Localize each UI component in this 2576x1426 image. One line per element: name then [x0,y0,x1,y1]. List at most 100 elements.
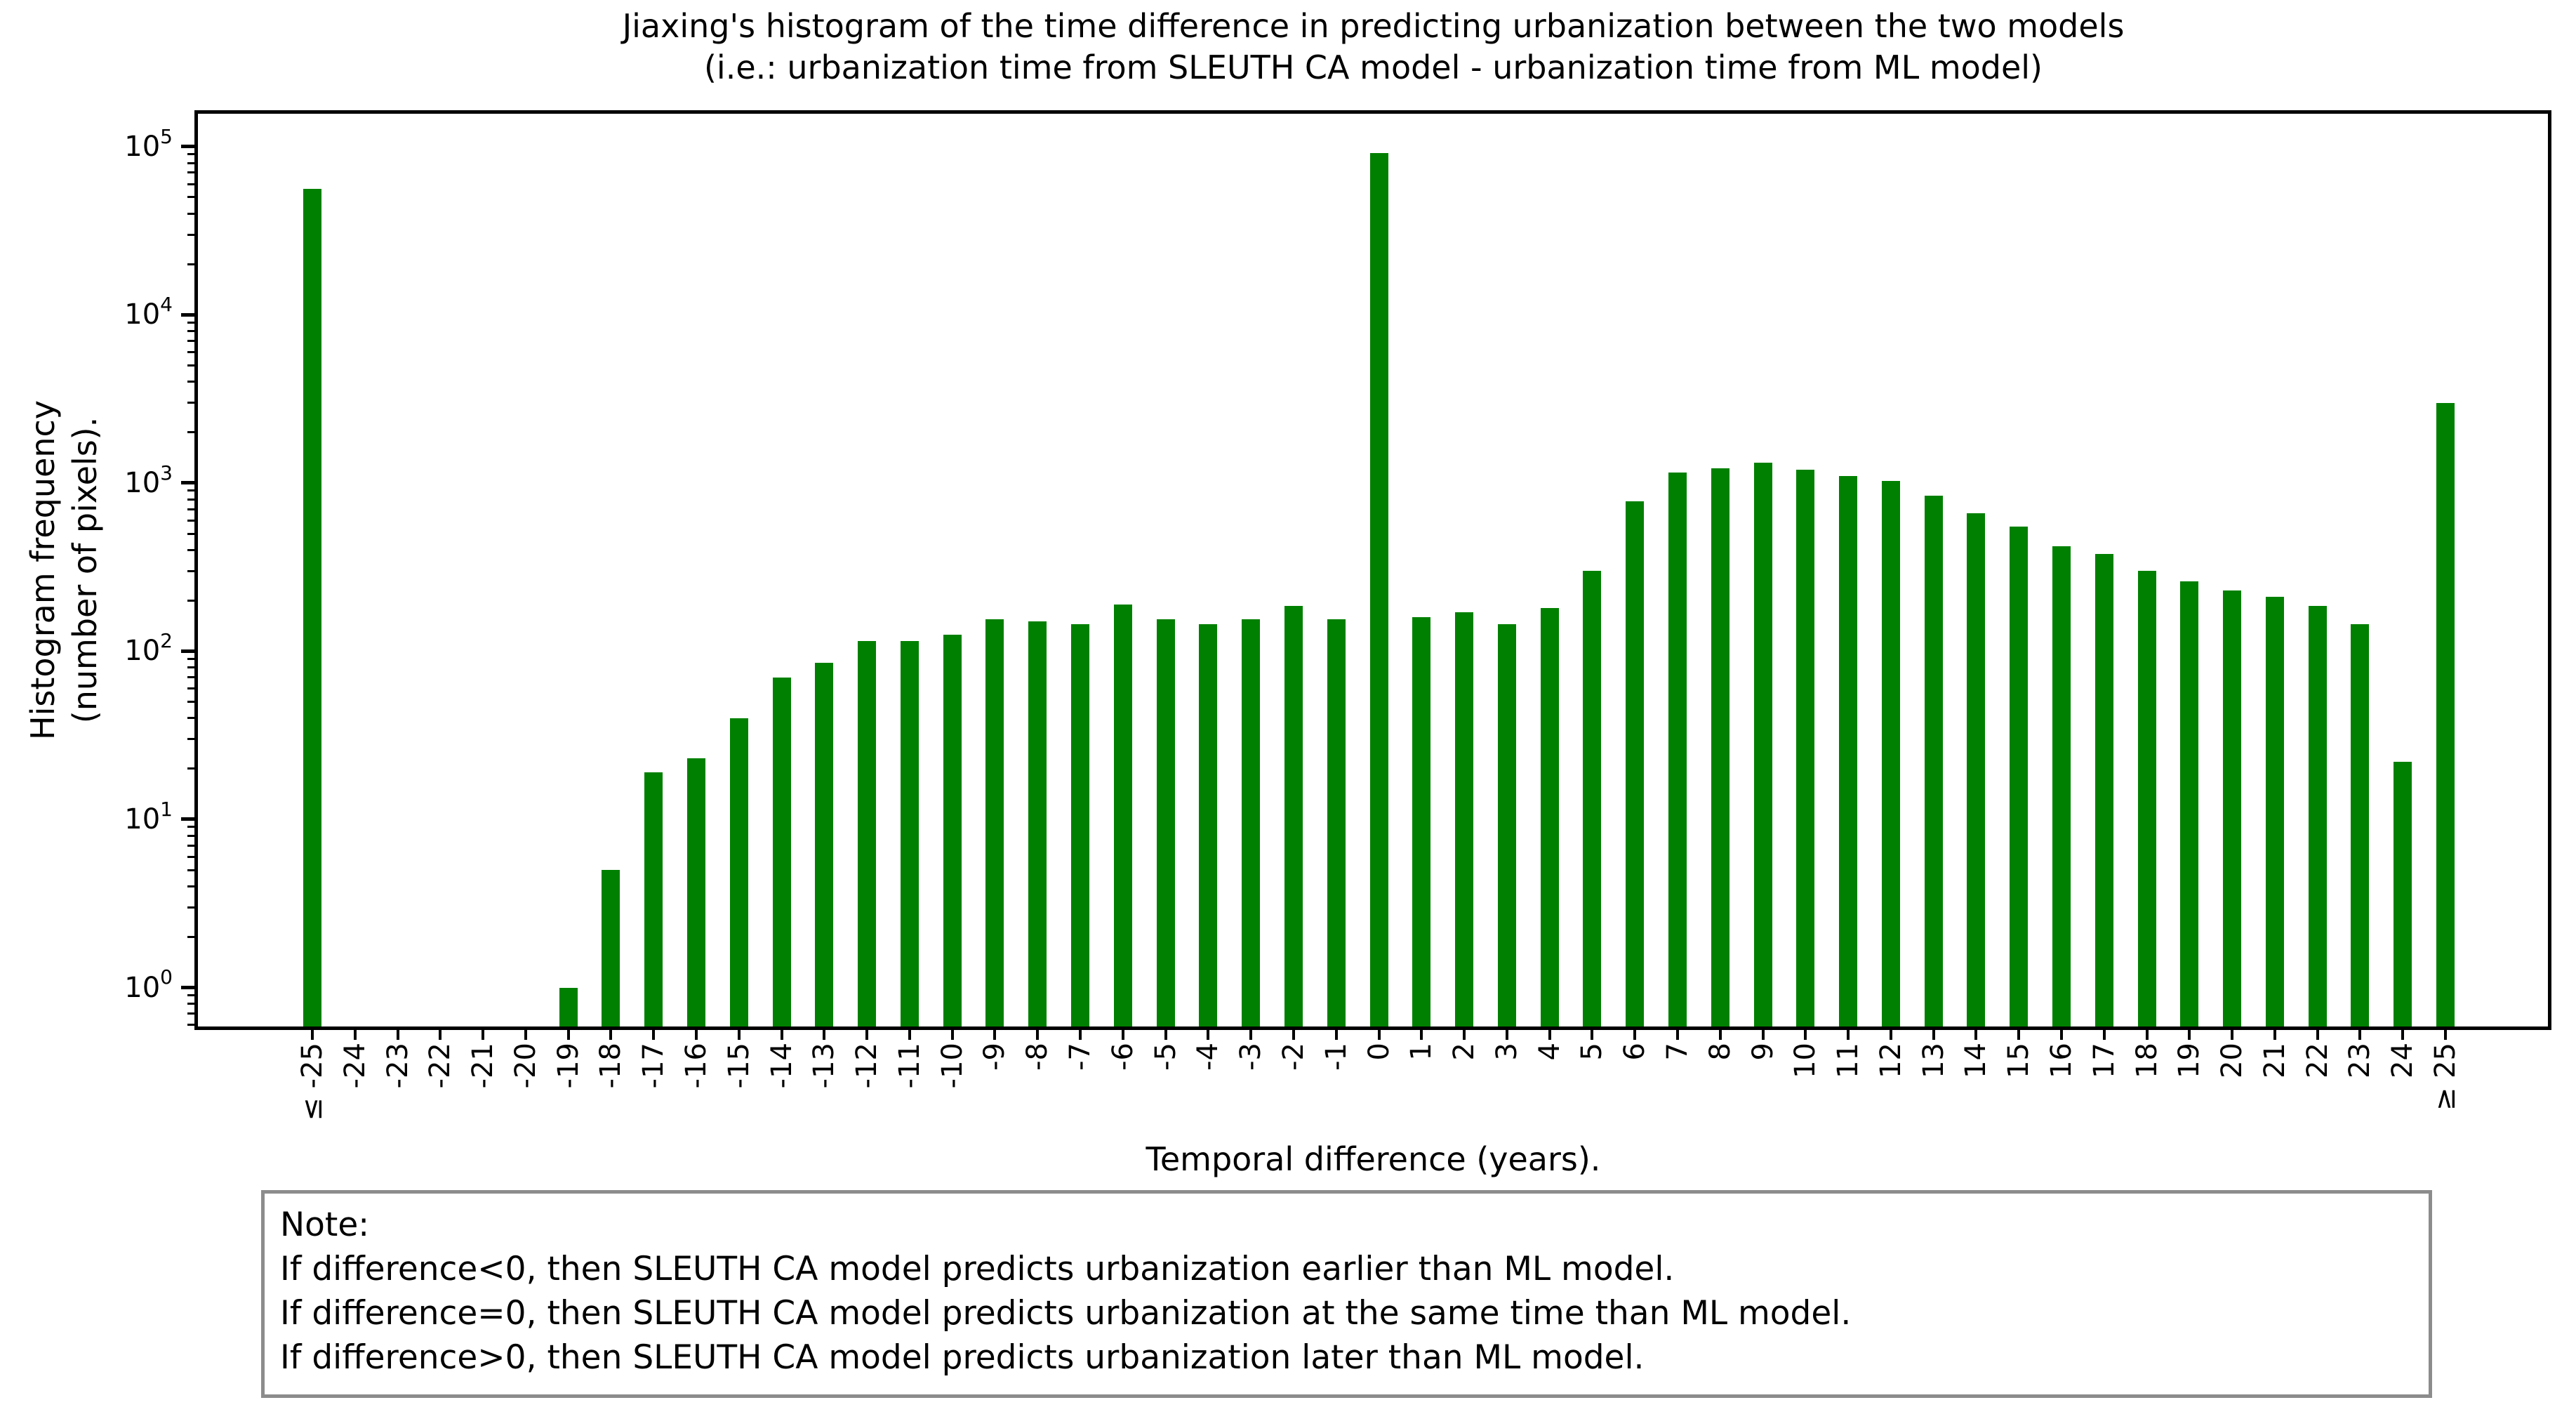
x-tick [908,1029,911,1040]
histogram-bar [2265,597,2284,1029]
histogram-bar [1199,623,1218,1029]
x-tick-label: -3 [1235,1043,1268,1071]
x-tick-label: -8 [1021,1043,1054,1071]
x-tick [439,1029,442,1040]
x-tick-label: -24 [338,1043,371,1089]
y-minor-tick [187,431,197,434]
histogram-bar [2094,553,2113,1029]
x-tick [2145,1029,2149,1040]
x-tick-label: 24 [2386,1043,2419,1078]
y-minor-tick [187,1012,197,1015]
x-tick-label: -11 [893,1043,926,1089]
y-tick-label: 103 [124,461,173,499]
x-tick-label: 6 [1619,1043,1652,1061]
histogram-bar [1839,476,1858,1029]
y-minor-tick [187,844,197,847]
x-tick [311,1029,314,1040]
y-minor-tick [187,855,197,858]
x-tick-label: -5 [1149,1043,1182,1071]
x-tick-label: -19 [552,1043,585,1089]
x-tick [353,1029,357,1040]
x-tick [1036,1029,1040,1040]
x-tick [1804,1029,1807,1040]
x-tick [1847,1029,1850,1040]
histogram-bar [943,635,962,1029]
x-tick-label: 16 [2045,1043,2078,1078]
y-minor-tick [187,171,197,174]
y-minor-tick [187,869,197,871]
y-tick-label: 101 [124,797,173,836]
note-heading: Note: [280,1206,370,1244]
histogram-bar [1497,623,1516,1029]
y-minor-tick [187,321,197,324]
x-tick [865,1029,869,1040]
y-minor-tick [187,340,197,343]
x-tick [1334,1029,1338,1040]
y-minor-tick [187,498,197,501]
x-tick [1761,1029,1765,1040]
histogram-bar [644,772,663,1029]
x-tick-label: -14 [765,1043,798,1089]
histogram-bar [2223,590,2242,1029]
x-tick-label: 5 [1576,1043,1609,1061]
chart-title-line1: Jiaxing's histogram of the time differen… [622,7,2125,45]
x-tick-label: 20 [2216,1043,2249,1078]
x-tick [780,1029,783,1040]
histogram-bar [2351,623,2370,1029]
y-minor-tick [187,935,197,938]
histogram-bar [2394,761,2412,1029]
y-minor-tick [187,153,197,156]
x-tick [1633,1029,1637,1040]
x-tick [695,1029,698,1040]
y-minor-tick [187,183,197,185]
histogram-bar [1540,608,1559,1029]
x-tick [1420,1029,1423,1040]
histogram-bar [1668,473,1687,1029]
histogram-bar [2137,571,2156,1029]
x-tick-label: 18 [2130,1043,2163,1078]
x-tick [1548,1029,1551,1040]
histogram-bar [2010,527,2029,1029]
chart-title: Jiaxing's histogram of the time differen… [197,6,2550,88]
y-minor-tick [187,666,197,669]
y-minor-tick [187,402,197,404]
x-tick [1889,1029,1892,1040]
y-minor-tick [187,657,197,660]
x-tick [2017,1029,2021,1040]
x-tick [2358,1029,2362,1040]
note-box: Note: If difference<0, then SLEUTH CA mo… [261,1190,2432,1398]
y-minor-tick [187,676,197,679]
histogram-bar [1711,468,1729,1029]
x-tick-label: -4 [1192,1043,1225,1071]
y-minor-tick [187,599,197,602]
y-minor-tick [187,548,197,551]
x-tick-label: -2 [1277,1043,1310,1071]
histogram-bar [1796,469,1815,1029]
x-tick [1121,1029,1124,1040]
histogram-bar [602,870,620,1029]
x-tick [1463,1029,1466,1040]
y-minor-tick [187,212,197,215]
x-tick-label: 8 [1704,1043,1737,1061]
x-tick [2231,1029,2234,1040]
x-tick-label: -1 [1320,1043,1353,1071]
y-major-tick [181,312,197,317]
histogram-bar [1028,621,1047,1029]
x-tick [1505,1029,1508,1040]
x-tick-label: 23 [2344,1043,2377,1078]
histogram-bar [1284,606,1303,1029]
histogram-bar [1753,463,1772,1029]
y-minor-tick [187,196,197,199]
histogram-bar [2308,606,2327,1029]
y-tick-label: 104 [124,293,173,331]
x-tick [652,1029,656,1040]
x-tick [1974,1029,1978,1040]
x-tick [950,1029,954,1040]
x-tick-label: 9 [1746,1043,1779,1061]
x-tick-label: ≥ 25 [2429,1043,2462,1111]
x-tick-label: 7 [1661,1043,1694,1061]
x-tick-label: -9 [978,1043,1011,1071]
note-line-2: If difference=0, then SLEUTH CA model pr… [280,1293,1852,1333]
histogram-bar [985,619,1004,1029]
